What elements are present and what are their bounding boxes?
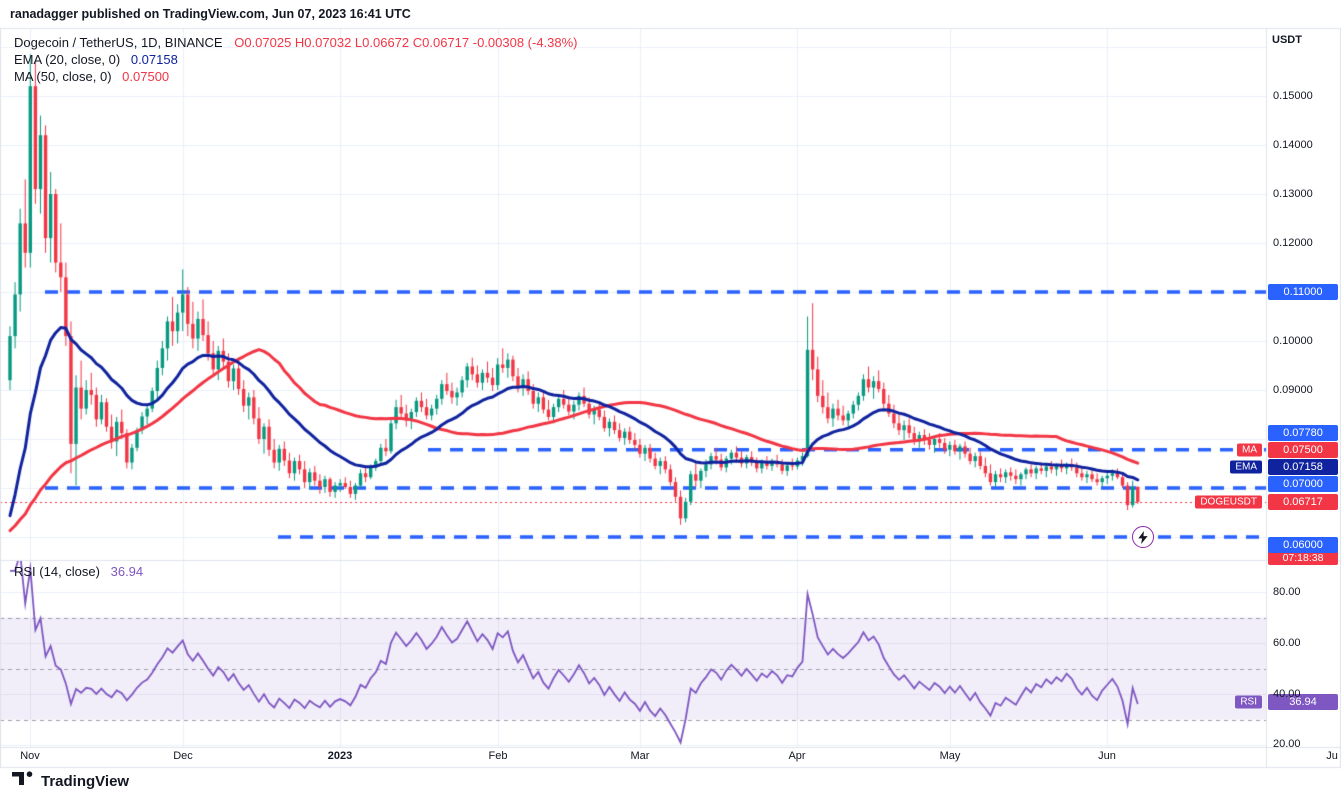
ma-edge-tag[interactable]: MA bbox=[1237, 443, 1262, 457]
time-tick-dec: Dec bbox=[173, 750, 193, 762]
rsi-legend: RSI (14, close) 36.94 bbox=[14, 564, 143, 579]
alert-lightning-icon[interactable] bbox=[1132, 526, 1154, 548]
level-badge-0.07780[interactable]: 0.07780 bbox=[1268, 425, 1338, 441]
rsi-axis-tick: 20.00 bbox=[1273, 738, 1301, 750]
time-tick-jul: Ju bbox=[1326, 750, 1338, 762]
ema-edge-tag[interactable]: EMA bbox=[1230, 460, 1262, 474]
symbol-edge-tag[interactable]: DOGEUSDT bbox=[1195, 495, 1262, 509]
tradingview-logo-icon[interactable] bbox=[12, 771, 34, 791]
ema-price-badge[interactable]: 0.07158 bbox=[1268, 459, 1338, 475]
price-axis[interactable]: USDT 0.15000 0.14000 0.13000 0.12000 0.1… bbox=[1267, 28, 1341, 767]
symbol-title[interactable]: Dogecoin / TetherUS, 1D, BINANCE bbox=[14, 35, 223, 50]
rsi-edge-tag[interactable]: RSI bbox=[1235, 695, 1262, 709]
rsi-legend-value: 36.94 bbox=[110, 564, 144, 579]
price-axis-tick: 0.09000 bbox=[1273, 384, 1313, 396]
bar-close-countdown: 07:18:38 bbox=[1282, 552, 1324, 564]
time-tick-feb: Feb bbox=[488, 750, 508, 762]
rsi-value-badge[interactable]: 36.94 bbox=[1268, 694, 1338, 710]
rsi-legend-label[interactable]: RSI (14, close) bbox=[14, 564, 100, 579]
price-axis-tick: 0.13000 bbox=[1273, 188, 1313, 200]
ma-price-badge[interactable]: 0.07500 bbox=[1268, 442, 1338, 458]
price-axis-unit: USDT bbox=[1272, 34, 1302, 46]
chart-legend: Dogecoin / TetherUS, 1D, BINANCE O0.0702… bbox=[14, 34, 578, 85]
ema-legend-value: 0.07158 bbox=[130, 52, 178, 67]
level-badge-0.11000[interactable]: 0.11000 bbox=[1268, 284, 1338, 300]
time-tick-2023: 2023 bbox=[327, 750, 353, 762]
level-badge-0.06000[interactable]: 0.06000 bbox=[1268, 537, 1338, 553]
time-tick-apr: Apr bbox=[788, 750, 806, 762]
price-axis-tick: 0.12000 bbox=[1273, 237, 1313, 249]
time-axis[interactable]: Nov Dec 2023 Feb Mar Apr May Jun Ju bbox=[0, 747, 1341, 767]
time-tick-may: May bbox=[939, 750, 961, 762]
tradingview-wordmark[interactable]: TradingView bbox=[41, 772, 130, 790]
ohlc-values: O0.07025 H0.07032 L0.06672 C0.06717 -0.0… bbox=[234, 35, 578, 50]
last-price-badge[interactable]: 0.06717 bbox=[1268, 494, 1338, 510]
byline: ranadagger published on TradingView.com,… bbox=[10, 7, 411, 21]
time-tick-jun: Jun bbox=[1098, 750, 1116, 762]
ema-legend-label[interactable]: EMA (20, close, 0) bbox=[14, 52, 121, 67]
ma-legend-value: 0.07500 bbox=[122, 69, 170, 84]
time-tick-nov: Nov bbox=[20, 750, 40, 762]
rsi-axis-tick: 60.00 bbox=[1273, 637, 1301, 649]
lightning-bolt-icon bbox=[1138, 530, 1148, 544]
ma-legend-label[interactable]: MA (50, close, 0) bbox=[14, 69, 112, 84]
price-axis-tick: 0.10000 bbox=[1273, 335, 1313, 347]
footer: TradingView bbox=[12, 771, 129, 791]
level-badge-0.07000[interactable]: 0.07000 bbox=[1268, 476, 1338, 492]
price-axis-tick: 0.15000 bbox=[1273, 90, 1313, 102]
price-axis-tick: 0.14000 bbox=[1273, 139, 1313, 151]
rsi-axis-tick: 80.00 bbox=[1273, 586, 1301, 598]
rsi-axis-tick: 40.00 bbox=[1273, 688, 1301, 700]
time-tick-mar: Mar bbox=[630, 750, 650, 762]
